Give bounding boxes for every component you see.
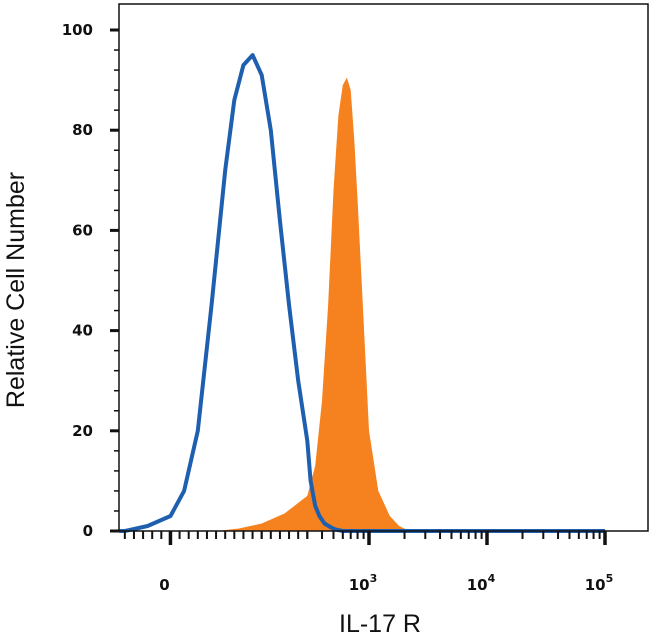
x-tick-label: 105 [585, 572, 614, 594]
series-outline-histogram [119, 53, 605, 533]
x-tick-exponent: 5 [606, 572, 614, 585]
y-axis-title: Relative Cell Number [2, 172, 30, 408]
y-tick-label: 0 [83, 522, 93, 540]
x-tick-exponent: 3 [370, 572, 378, 585]
x-axis-ticks: 0 103 104 105 [123, 531, 614, 594]
series-filled-histogram [170, 77, 426, 531]
y-tick-label: 60 [72, 221, 93, 239]
x-tick-label: 103 [349, 572, 378, 594]
x-tick-label: 104 [467, 572, 496, 594]
y-axis-ticks: 0 20 40 60 80 100 [62, 21, 119, 540]
x-tick-label: 0 [159, 576, 169, 594]
x-axis-title: IL-17 R [339, 610, 421, 638]
plot-frame [118, 3, 649, 532]
y-tick-label: 100 [62, 21, 93, 39]
plot-area [118, 3, 649, 533]
x-tick-exponent: 4 [488, 572, 496, 585]
y-tick-label: 80 [72, 121, 93, 139]
y-tick-label: 20 [72, 422, 93, 440]
y-tick-label: 40 [72, 322, 93, 340]
